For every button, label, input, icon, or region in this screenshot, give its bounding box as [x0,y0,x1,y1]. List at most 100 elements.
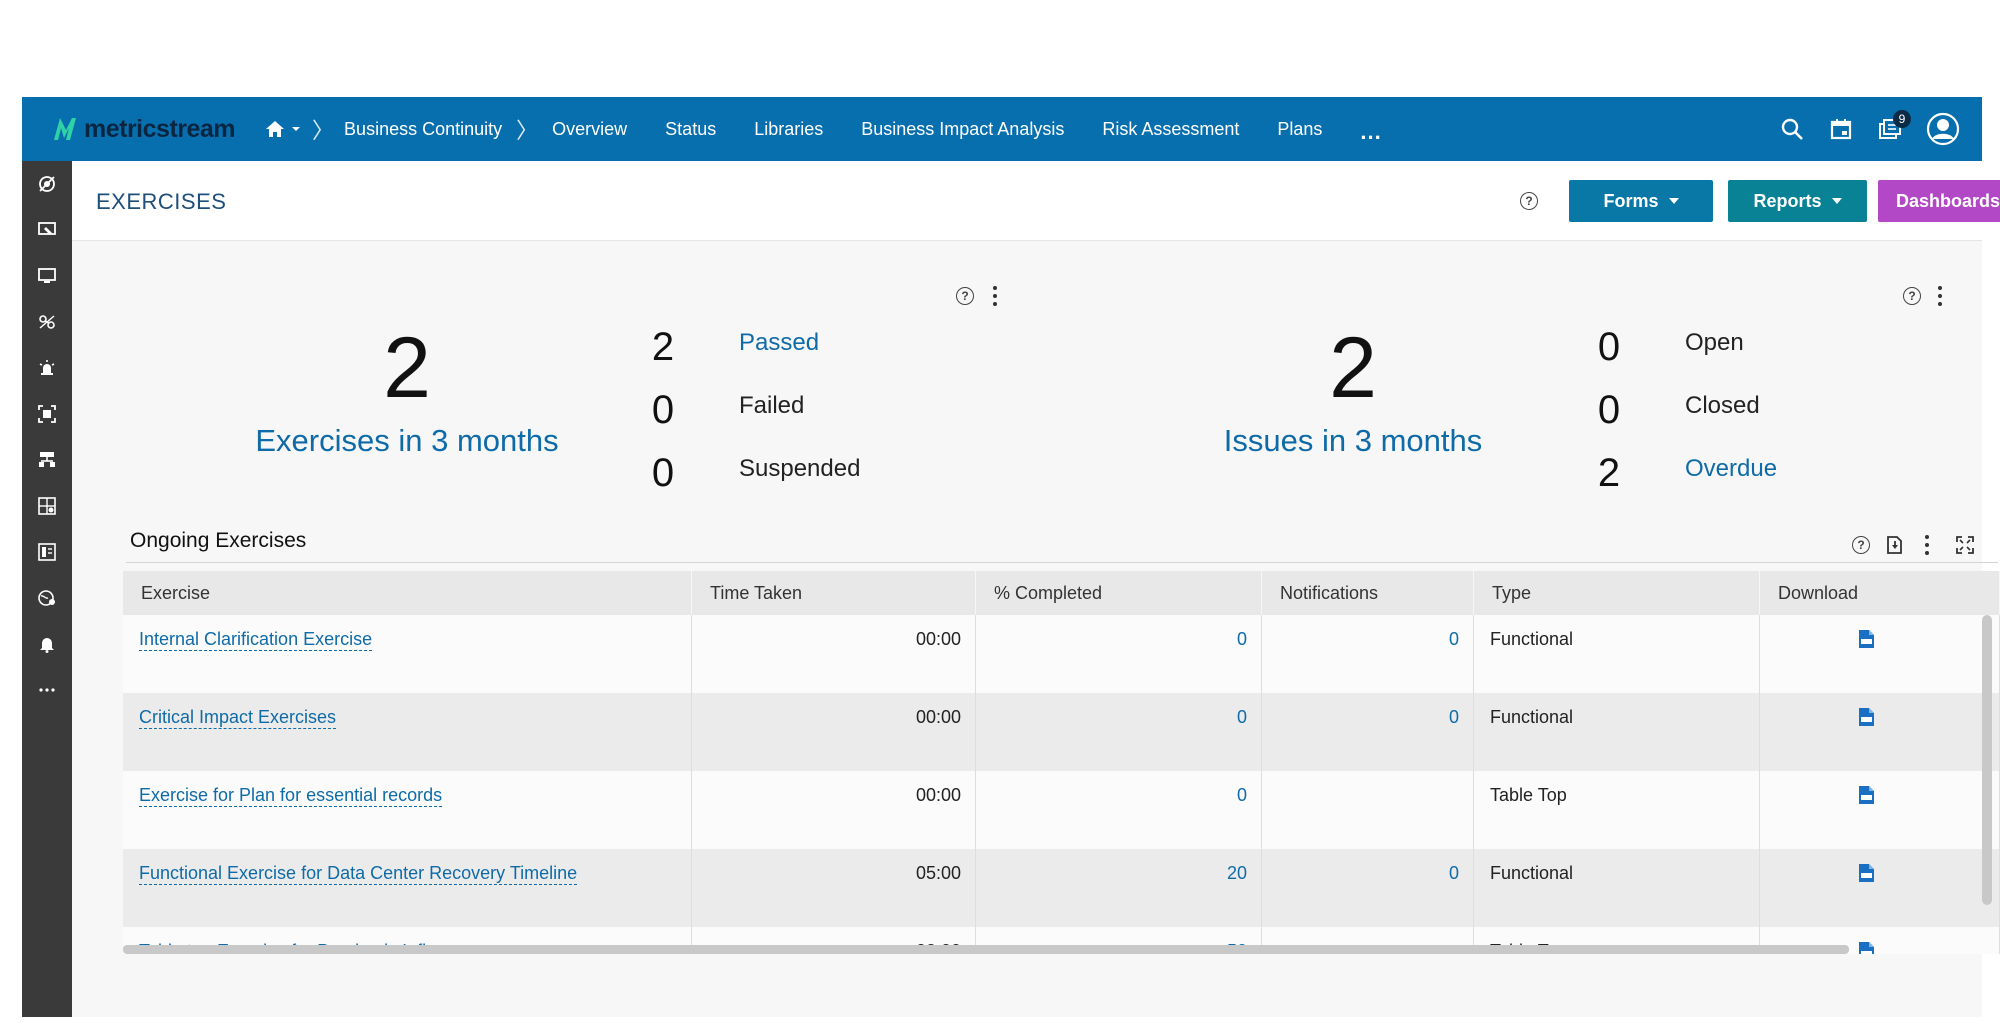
rail-grid-settings-icon[interactable] [22,483,72,529]
rail-screen-edit-icon[interactable] [22,207,72,253]
app-window: metricstream 〉 Business Continuity 〉 Ove… [22,97,2000,1017]
rail-network-icon[interactable] [22,299,72,345]
notifications-icon[interactable]: 9 [1877,110,1911,142]
rail-alarm-icon[interactable] [22,345,72,391]
column-header-time-taken[interactable]: Time Taken [692,571,976,615]
column-header-exercise[interactable]: Exercise [123,571,692,615]
notifications-cell [1262,771,1474,849]
time-taken-cell: 05:00 [692,849,976,927]
nav-libraries[interactable]: Libraries [754,118,824,139]
column-header-notifications[interactable]: Notifications [1262,571,1474,615]
expand-icon[interactable] [1956,536,1974,554]
nav-business-impact-analysis[interactable]: Business Impact Analysis [861,118,1065,139]
notification-count-badge: 9 [1893,110,1911,128]
breadcrumb-business-continuity[interactable]: Business Continuity [344,118,503,139]
pdf-download-icon[interactable] [1858,629,1875,649]
table-help-icon[interactable]: ? [1852,536,1870,554]
notifications-cell: 0 [1262,693,1474,771]
nav-status[interactable]: Status [665,118,717,139]
nav-more-button[interactable]: ... [1360,119,1382,144]
column-header-type[interactable]: Type [1474,571,1760,615]
dashboards-button[interactable]: Dashboards [1878,180,2000,222]
exercises-passed-label[interactable]: Passed [739,329,820,356]
rail-visibility-icon[interactable] [22,161,72,207]
horizontal-scrollbar[interactable] [123,945,1849,954]
exercise-cell: Functional Exercise for Data Center Reco… [123,849,692,927]
completed-value[interactable]: 0 [1236,707,1247,727]
calendar-icon[interactable] [1828,116,1854,142]
home-icon [266,121,285,137]
table-header-row: Exercise Time Taken % Completed Notifica… [123,571,2000,615]
exercise-link[interactable]: Functional Exercise for Data Center Reco… [139,863,578,885]
user-avatar-icon[interactable] [1926,112,1960,146]
exercise-cell: Internal Clarification Exercise [123,615,692,693]
exercises-total: 2 [383,320,431,416]
exercise-link[interactable]: Exercise for Plan for essential records [139,785,443,807]
table-row: Critical Impact Exercises 00:00 0 0 Func… [123,693,2000,771]
table-row: Functional Exercise for Data Center Reco… [123,849,2000,927]
notifications-value[interactable]: 0 [1448,863,1459,883]
table-row: Exercise for Plan for essential records … [123,771,2000,849]
exercise-link[interactable]: Critical Impact Exercises [139,707,337,729]
forms-button-label: Forms [1603,190,1659,211]
completed-value[interactable]: 20 [1226,863,1247,883]
pdf-download-icon[interactable] [1858,863,1875,883]
chevron-down-icon [292,127,301,131]
vertical-scrollbar[interactable] [1982,615,1992,905]
issues-total-label[interactable]: Issues in 3 months [1223,423,1483,458]
pdf-download-icon[interactable] [1858,941,1875,954]
rail-more-icon[interactable] [22,667,72,713]
reports-button[interactable]: Reports [1728,180,1867,222]
table-menu-icon[interactable] [1924,535,1930,555]
exercises-help-icon[interactable]: ? [956,287,974,305]
column-header-completed[interactable]: % Completed [976,571,1262,615]
exercises-failed-count: 0 [651,388,675,432]
download-cell [1760,615,2000,693]
nav-plans[interactable]: Plans [1277,118,1323,139]
rail-scan-icon[interactable] [22,391,72,437]
rail-org-chart-icon[interactable] [22,437,72,483]
help-icon[interactable]: ? [1520,192,1538,210]
export-icon[interactable] [1886,535,1904,555]
logo-mark-icon [54,118,76,140]
page-header: EXERCISES ? Forms Reports Dashboards [72,161,2000,241]
exercises-total-label[interactable]: Exercises in 3 months [255,423,559,458]
exercises-menu-icon[interactable] [992,286,998,306]
exercises-passed-count: 2 [651,325,675,369]
issues-overdue-label[interactable]: Overdue [1685,455,1778,482]
type-cell: Functional [1474,849,1760,927]
notifications-value[interactable]: 0 [1448,629,1459,649]
column-header-download[interactable]: Download [1760,571,2000,615]
time-taken-cell: 00:00 [692,771,976,849]
table-divider [126,562,1998,563]
forms-button[interactable]: Forms [1569,180,1713,222]
notifications-value[interactable]: 0 [1448,707,1459,727]
exercise-cell: Exercise for Plan for essential records [123,771,692,849]
completed-value[interactable]: 0 [1236,629,1247,649]
ongoing-exercises-title: Ongoing Exercises [130,529,307,552]
ongoing-exercises-table: Exercise Time Taken % Completed Notifica… [123,571,2000,954]
rail-globe-settings-icon[interactable] [22,575,72,621]
issues-total: 2 [1329,320,1377,416]
issues-help-icon[interactable]: ? [1903,287,1921,305]
rail-bell-icon[interactable] [22,621,72,667]
type-cell: Functional [1474,693,1760,771]
completed-value[interactable]: 0 [1236,785,1247,805]
nav-risk-assessment[interactable]: Risk Assessment [1102,118,1240,139]
type-cell: Table Top [1474,771,1760,849]
metricstream-logo[interactable]: metricstream [52,97,236,161]
pdf-download-icon[interactable] [1858,785,1875,805]
exercise-link[interactable]: Internal Clarification Exercise [139,629,373,651]
breadcrumb-separator-icon: 〉 [516,118,539,143]
home-menu[interactable]: 〉 [265,113,344,145]
download-cell [1760,771,2000,849]
search-icon[interactable] [1779,116,1805,142]
nav-overview[interactable]: Overview [552,118,628,139]
rail-report-icon[interactable] [22,529,72,575]
pdf-download-icon[interactable] [1858,707,1875,727]
issues-menu-icon[interactable] [1937,286,1943,306]
rail-monitor-icon[interactable] [22,253,72,299]
dashboards-button-label: Dashboards [1895,190,2000,211]
caret-down-icon [1831,198,1842,204]
notifications-cell [1262,927,1474,954]
